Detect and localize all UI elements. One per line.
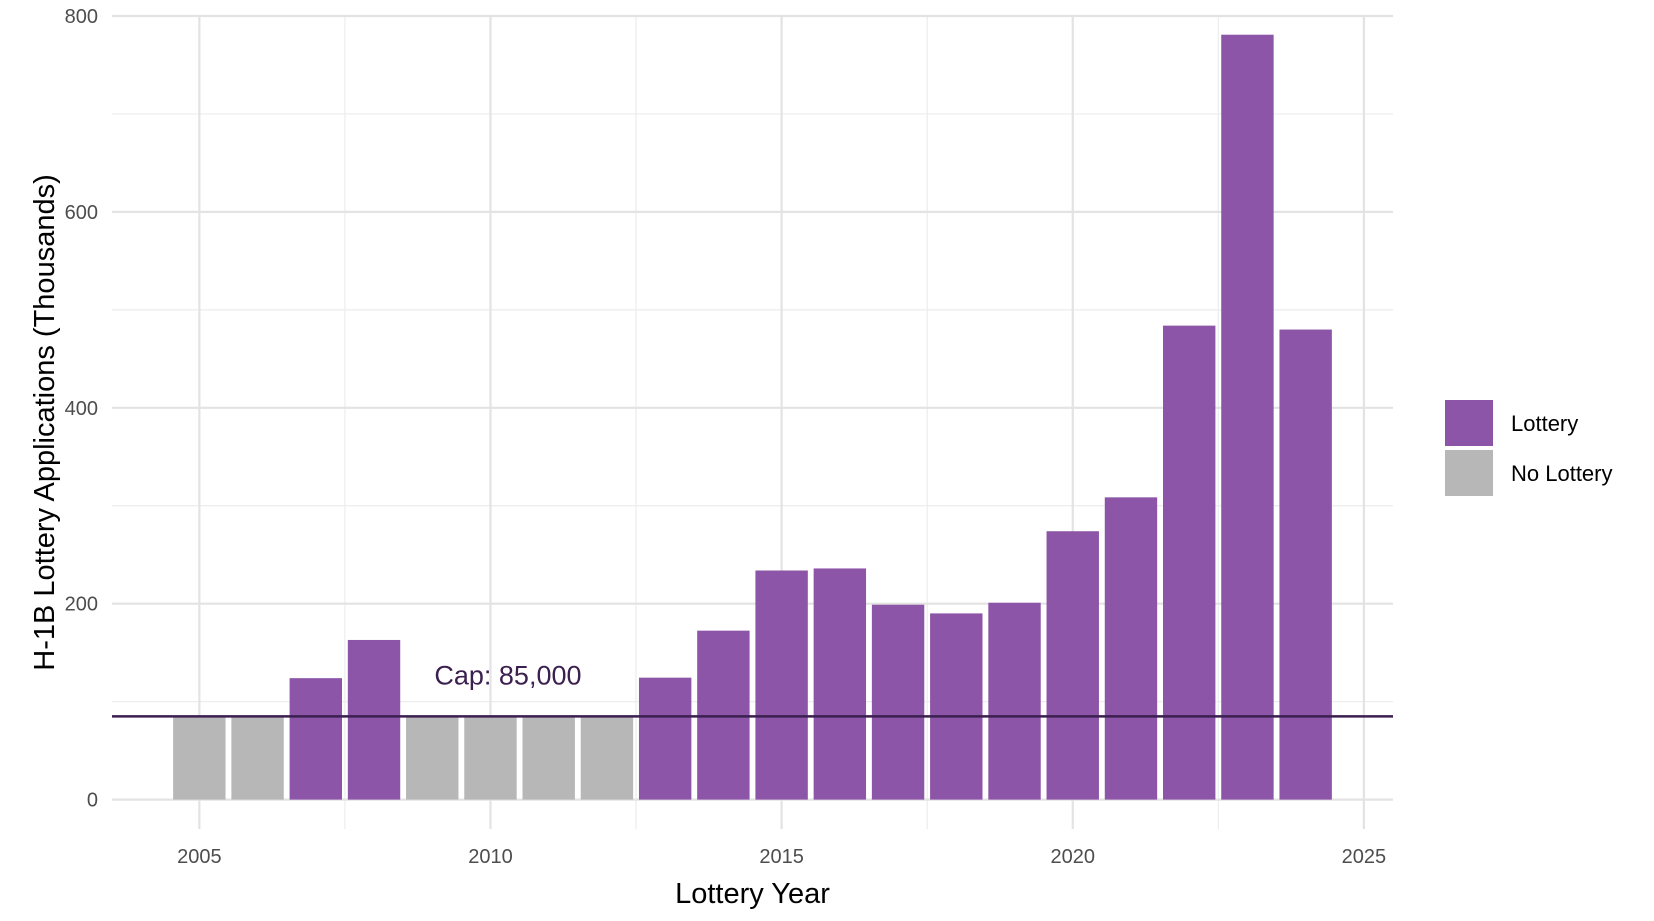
legend-label: No Lottery [1511, 461, 1613, 486]
y-axis-title: H-1B Lottery Applications (Thousands) [29, 174, 61, 670]
legend-key-no-lottery [1445, 450, 1493, 496]
legend-key-lottery [1445, 400, 1493, 446]
x-tick-label: 2010 [468, 846, 513, 868]
bar-2008 [347, 639, 401, 800]
bar-2011 [522, 716, 575, 800]
cap-line-group: Cap: 85,000 [112, 660, 1393, 718]
x-tick-label: 2015 [759, 846, 804, 868]
y-tick-label: 800 [65, 6, 98, 28]
bar-2022 [1163, 325, 1216, 800]
bar-2020 [1046, 531, 1099, 800]
bar-2009 [406, 716, 459, 800]
y-tick-label: 400 [65, 398, 98, 420]
y-tick-label: 200 [65, 594, 98, 616]
bar-2012 [580, 716, 634, 800]
legend: Lottery No Lottery [1445, 400, 1613, 496]
bar-2005 [173, 716, 226, 800]
x-axis-tick-labels: 2005 2010 2015 2020 2025 [177, 846, 1386, 868]
bar-2016 [813, 568, 867, 800]
y-axis-tick-labels: 0 200 400 600 800 [65, 6, 98, 812]
x-tick-label: 2005 [177, 846, 222, 868]
bar-2024 [1279, 329, 1332, 800]
y-tick-label: 0 [87, 790, 98, 812]
bar-2006 [231, 716, 284, 800]
bar-2013 [638, 677, 692, 800]
cap-label: Cap: 85,000 [434, 660, 581, 690]
bar-2021 [1104, 497, 1158, 800]
bar-2007 [289, 678, 342, 800]
x-tick-label: 2025 [1342, 846, 1387, 868]
x-axis-title: Lottery Year [675, 878, 830, 910]
x-tick-label: 2020 [1051, 846, 1096, 868]
bar-2018 [930, 613, 983, 800]
y-tick-label: 600 [65, 202, 98, 224]
bar-2015 [755, 570, 808, 800]
bar-2019 [988, 602, 1041, 800]
bar-2017 [871, 604, 925, 800]
bar-2010 [464, 716, 517, 800]
bars [173, 34, 1332, 800]
legend-label: Lottery [1511, 411, 1578, 436]
bar-2023 [1221, 34, 1274, 800]
